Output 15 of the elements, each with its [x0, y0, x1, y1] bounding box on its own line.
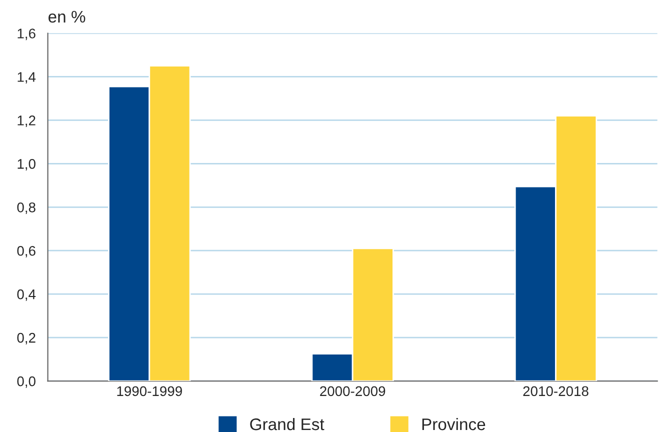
- y-tick-label: 1,0: [18, 159, 36, 170]
- x-tick-label: 2010-2018: [523, 386, 588, 396]
- legend-label: Province: [422, 418, 486, 430]
- legend-label: Grand Est: [250, 418, 324, 430]
- y-tick-label: 0,4: [17, 289, 36, 301]
- y-tick-label: 1,4: [18, 72, 36, 84]
- y-tick-label: 0,8: [17, 202, 36, 214]
- y-tick-label: 1,2: [18, 116, 36, 128]
- y-tick-label: 0,6: [17, 246, 36, 258]
- y-axis-title: en %: [48, 10, 86, 23]
- x-tick-label: 1990-1999: [117, 386, 182, 396]
- y-tick-label: 1,6: [18, 28, 36, 40]
- y-tick-label: 0,0: [17, 376, 36, 388]
- x-tick-label: 2000-2009: [320, 386, 386, 396]
- y-tick-label: 0,2: [17, 332, 36, 344]
